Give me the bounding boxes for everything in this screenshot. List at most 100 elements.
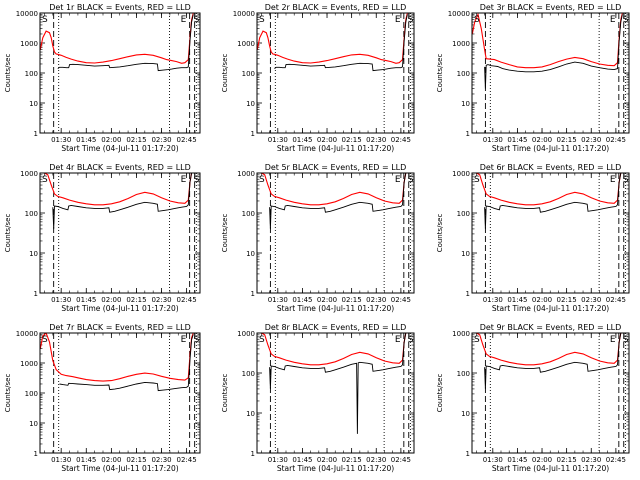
panel-title: Det 2r BLACK = Events, RED = LLD — [265, 3, 407, 12]
y-tick-label: 10000 — [16, 330, 38, 338]
axes-frame — [39, 332, 201, 454]
end-marker-label: E — [181, 175, 187, 185]
x-tick-label: 01:45 — [76, 296, 96, 304]
series-line-events — [52, 173, 194, 229]
x-tick-label: 02:15 — [557, 136, 577, 144]
panel-title: Det 8r BLACK = Events, RED = LLD — [265, 323, 407, 332]
saa-marker-label: S — [194, 335, 200, 345]
x-axis-label: Start Time (04-Jul-11 01:17:20) — [277, 304, 394, 313]
y-tick-label: 100 — [25, 70, 38, 78]
x-tick-label: 01:45 — [507, 136, 527, 144]
x-tick-label: 02:00 — [101, 456, 121, 464]
y-tick-label: 1 — [251, 290, 255, 298]
panel-title: Det 9r BLACK = Events, RED = LLD — [480, 323, 622, 332]
x-axis-label: Start Time (04-Jul-11 01:17:20) — [277, 144, 394, 153]
x-tick-label: 01:45 — [76, 456, 96, 464]
plot-area — [472, 13, 626, 133]
start-marker-label: S — [474, 335, 480, 345]
x-tick-label: 01:30 — [51, 136, 71, 144]
x-tick-label: 01:45 — [507, 296, 527, 304]
y-tick-label: 100 — [457, 370, 470, 378]
series-line-events — [57, 14, 194, 72]
x-tick-label: 02:45 — [177, 456, 197, 464]
end-marker-label: E — [610, 15, 616, 25]
x-tick-label: 02:15 — [342, 456, 362, 464]
axes-frame — [39, 12, 201, 134]
panel-det-3: Det 3r BLACK = Events, RED = LLD Counts/s… — [436, 3, 630, 153]
plot-area — [472, 173, 626, 293]
x-tick-label: 02:45 — [177, 136, 197, 144]
plot-area — [257, 13, 411, 133]
y-tick-label: 10 — [29, 250, 38, 258]
x-tick-label: 02:00 — [317, 456, 337, 464]
y-axis-label: Counts/sec — [436, 374, 444, 413]
axes-frame — [256, 12, 415, 134]
y-tick-label: 1 — [466, 130, 470, 138]
x-tick-label: 02:45 — [606, 456, 626, 464]
x-tick-label: 01:30 — [51, 296, 71, 304]
series-line-lld — [472, 13, 623, 69]
series-line-lld — [40, 173, 194, 206]
x-tick-label: 02:30 — [581, 136, 601, 144]
end-marker-label: E — [181, 335, 187, 345]
y-tick-label: 10000 — [448, 10, 470, 18]
start-marker-label: S — [42, 15, 48, 25]
y-axis-label: Counts/sec — [221, 214, 229, 253]
saa-marker-label: S — [194, 175, 200, 185]
y-tick-label: 1000 — [20, 170, 38, 178]
end-marker-label: E — [610, 335, 616, 345]
start-marker-label: S — [259, 15, 265, 25]
saa-marker-label: S — [623, 335, 629, 345]
plot-area — [40, 173, 197, 293]
axes-frame — [471, 172, 630, 294]
saa-marker-label: S — [408, 175, 414, 185]
x-tick-label: 02:30 — [151, 456, 171, 464]
x-tick-label: 02:15 — [126, 456, 146, 464]
x-tick-label: 02:00 — [317, 296, 337, 304]
x-tick-label: 02:45 — [391, 136, 411, 144]
panel-det-5: Det 5r BLACK = Events, RED = LLD Counts/s… — [221, 163, 415, 313]
x-tick-label: 02:00 — [317, 136, 337, 144]
y-tick-label: 1 — [251, 130, 255, 138]
start-marker-label: S — [259, 175, 265, 185]
x-tick-label: 02:00 — [101, 296, 121, 304]
saa-marker-label: S — [623, 15, 629, 25]
series-line-lld — [257, 13, 408, 64]
panel-title: Det 7r BLACK = Events, RED = LLD — [49, 323, 191, 332]
series-line-lld — [257, 173, 408, 206]
panel-det-9: Det 9r BLACK = Events, RED = LLD Counts/s… — [436, 323, 630, 473]
y-tick-label: 100 — [242, 210, 255, 218]
y-tick-label: 1000 — [237, 40, 255, 48]
plot-area — [472, 333, 626, 453]
y-tick-label: 10 — [246, 250, 255, 258]
panel-title: Det 3r BLACK = Events, RED = LLD — [480, 3, 622, 12]
y-axis-label: Counts/sec — [4, 54, 12, 93]
x-tick-label: 01:45 — [292, 296, 312, 304]
y-tick-label: 10 — [461, 250, 470, 258]
x-tick-label: 01:30 — [483, 136, 503, 144]
y-tick-label: 1000 — [452, 330, 470, 338]
series-line-lld — [472, 333, 623, 366]
y-axis-label: Counts/sec — [4, 374, 12, 413]
x-tick-label: 02:15 — [126, 136, 146, 144]
y-tick-label: 1000 — [237, 330, 255, 338]
series-line-events — [484, 14, 623, 89]
panel-det-6: Det 6r BLACK = Events, RED = LLD Counts/s… — [436, 163, 630, 313]
y-axis-label: Counts/sec — [436, 54, 444, 93]
y-tick-label: 10000 — [233, 10, 255, 18]
x-tick-label: 02:30 — [581, 296, 601, 304]
x-tick-label: 02:30 — [151, 296, 171, 304]
x-axis-label: Start Time (04-Jul-11 01:17:20) — [492, 144, 609, 153]
series-line-events — [484, 173, 623, 229]
axes-frame — [471, 332, 630, 454]
x-tick-label: 01:30 — [268, 456, 288, 464]
y-tick-label: 100 — [25, 210, 38, 218]
series-line-lld — [40, 333, 194, 382]
x-tick-label: 02:15 — [342, 136, 362, 144]
y-tick-label: 1 — [34, 290, 38, 298]
x-tick-label: 01:30 — [51, 456, 71, 464]
x-tick-label: 01:45 — [76, 136, 96, 144]
x-tick-label: 02:45 — [606, 296, 626, 304]
x-tick-label: 02:15 — [557, 456, 577, 464]
